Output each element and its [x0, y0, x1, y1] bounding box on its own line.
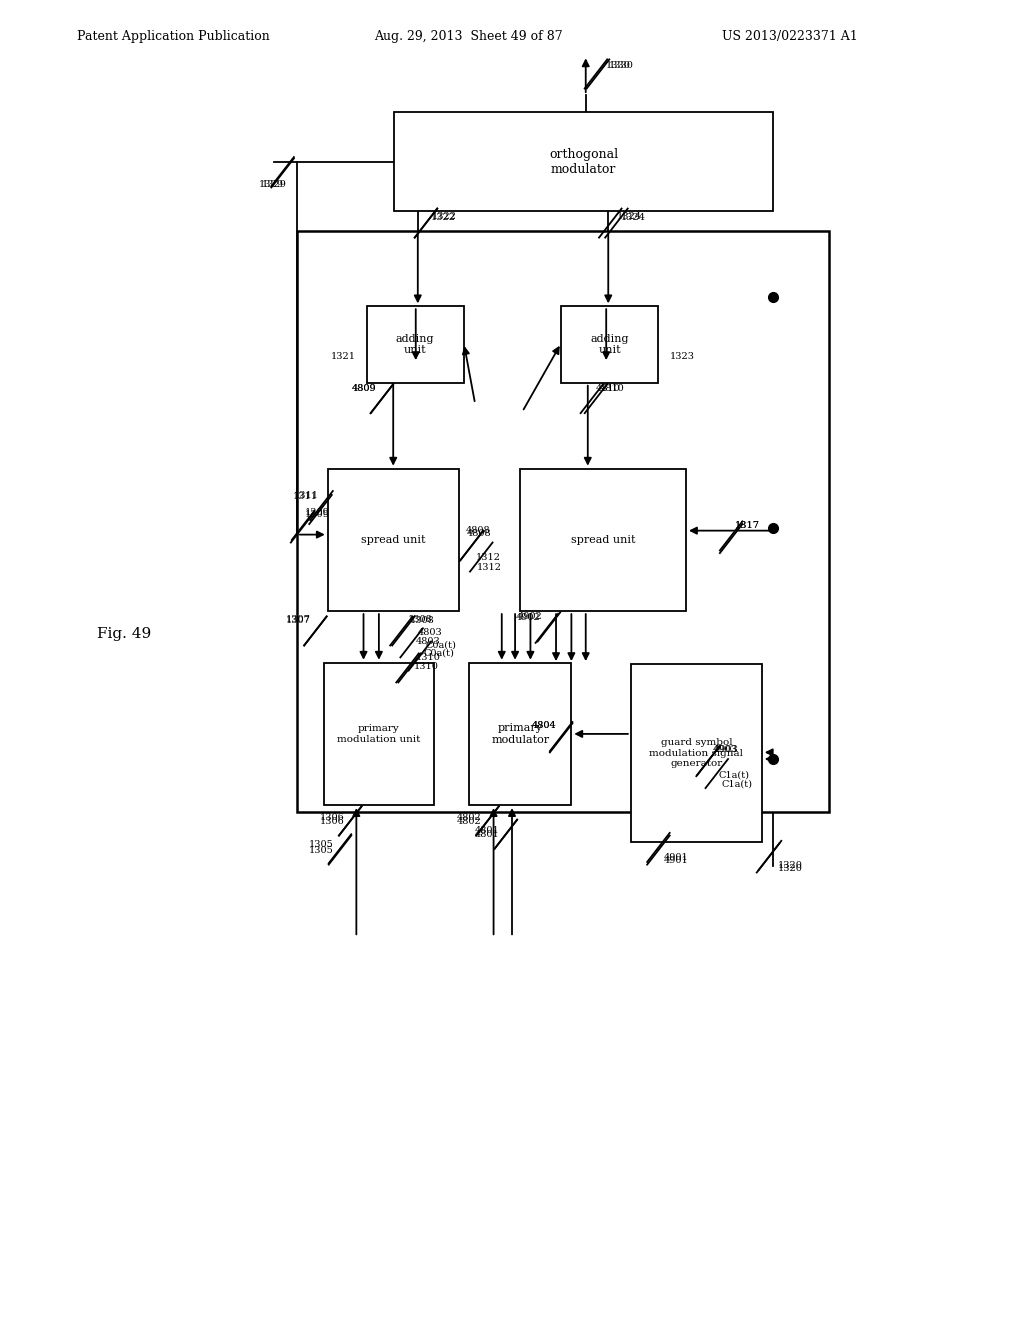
Text: 4804: 4804 — [531, 722, 556, 730]
Text: 4804: 4804 — [531, 722, 556, 730]
Text: 4803: 4803 — [416, 638, 440, 645]
Text: 4808: 4808 — [466, 527, 490, 535]
Text: 1311: 1311 — [293, 492, 317, 500]
Text: 1308: 1308 — [408, 615, 432, 623]
FancyBboxPatch shape — [367, 306, 464, 383]
Text: 1311: 1311 — [294, 491, 318, 499]
Text: US 2013/0223371 A1: US 2013/0223371 A1 — [722, 30, 858, 44]
Text: 1329: 1329 — [262, 181, 287, 189]
Text: orthogonal
modulator: orthogonal modulator — [549, 148, 618, 176]
Text: 1324: 1324 — [616, 213, 641, 220]
Text: primary
modulation unit: primary modulation unit — [337, 725, 421, 743]
Text: 1330: 1330 — [606, 62, 631, 70]
Text: 4809: 4809 — [352, 384, 377, 392]
Text: 4901: 4901 — [664, 854, 688, 862]
Text: 1310: 1310 — [414, 663, 438, 671]
FancyBboxPatch shape — [631, 664, 762, 842]
Text: 4801: 4801 — [475, 826, 500, 834]
Text: 1320: 1320 — [778, 865, 803, 873]
Text: 1323: 1323 — [670, 352, 694, 360]
Text: 1306: 1306 — [319, 813, 344, 821]
Text: 1330: 1330 — [609, 62, 634, 70]
Text: C1a(t): C1a(t) — [722, 780, 753, 788]
Text: 4902: 4902 — [518, 612, 543, 620]
Text: 1307: 1307 — [286, 616, 310, 624]
Text: spread unit: spread unit — [571, 535, 635, 545]
Text: 4901: 4901 — [664, 857, 688, 865]
Text: 4903: 4903 — [714, 746, 738, 754]
Text: 4808: 4808 — [467, 529, 492, 537]
FancyBboxPatch shape — [328, 469, 459, 611]
Text: 1321: 1321 — [331, 352, 355, 360]
Text: 1329: 1329 — [259, 181, 284, 189]
Text: adding
unit: adding unit — [591, 334, 629, 355]
FancyBboxPatch shape — [561, 306, 658, 383]
Text: 1305: 1305 — [309, 841, 334, 849]
FancyBboxPatch shape — [520, 469, 686, 611]
Text: 4903: 4903 — [713, 746, 737, 754]
Text: 1317: 1317 — [735, 521, 760, 529]
Text: 1305: 1305 — [309, 846, 334, 854]
Text: 1324: 1324 — [621, 214, 645, 222]
Text: C0a(t): C0a(t) — [424, 649, 455, 657]
Text: C1a(t): C1a(t) — [719, 771, 750, 779]
Text: 1310: 1310 — [416, 653, 440, 661]
Text: Fig. 49: Fig. 49 — [97, 627, 152, 640]
Text: 1307: 1307 — [286, 615, 310, 623]
Text: guard symbol
modulation signal
generator: guard symbol modulation signal generator — [649, 738, 743, 768]
Text: 4810: 4810 — [596, 384, 621, 392]
Text: 1308: 1308 — [410, 616, 434, 624]
FancyBboxPatch shape — [297, 231, 829, 812]
Text: 1322: 1322 — [431, 214, 456, 222]
Text: 1306: 1306 — [319, 817, 344, 825]
Text: 4802: 4802 — [457, 813, 481, 821]
Text: 1312: 1312 — [476, 553, 501, 561]
FancyBboxPatch shape — [394, 112, 773, 211]
Text: 1309: 1309 — [305, 511, 330, 519]
Text: C0a(t): C0a(t) — [426, 642, 457, 649]
Text: 4802: 4802 — [457, 817, 481, 825]
Text: spread unit: spread unit — [361, 535, 425, 545]
Text: 4801: 4801 — [475, 830, 500, 838]
Text: Aug. 29, 2013  Sheet 49 of 87: Aug. 29, 2013 Sheet 49 of 87 — [374, 30, 562, 44]
Text: 1322: 1322 — [432, 213, 457, 220]
Text: 4803: 4803 — [418, 628, 442, 636]
Text: 4810: 4810 — [600, 384, 625, 392]
Text: adding
unit: adding unit — [396, 334, 434, 355]
Text: 4902: 4902 — [516, 614, 541, 622]
Text: 1312: 1312 — [477, 564, 502, 572]
FancyBboxPatch shape — [324, 663, 434, 805]
Text: 1317: 1317 — [735, 521, 760, 529]
Text: 1309: 1309 — [305, 508, 330, 516]
FancyBboxPatch shape — [469, 663, 571, 805]
Text: Patent Application Publication: Patent Application Publication — [77, 30, 269, 44]
Text: 4809: 4809 — [352, 384, 377, 392]
Text: 1320: 1320 — [778, 862, 803, 870]
Text: primary
modulator: primary modulator — [492, 723, 549, 744]
